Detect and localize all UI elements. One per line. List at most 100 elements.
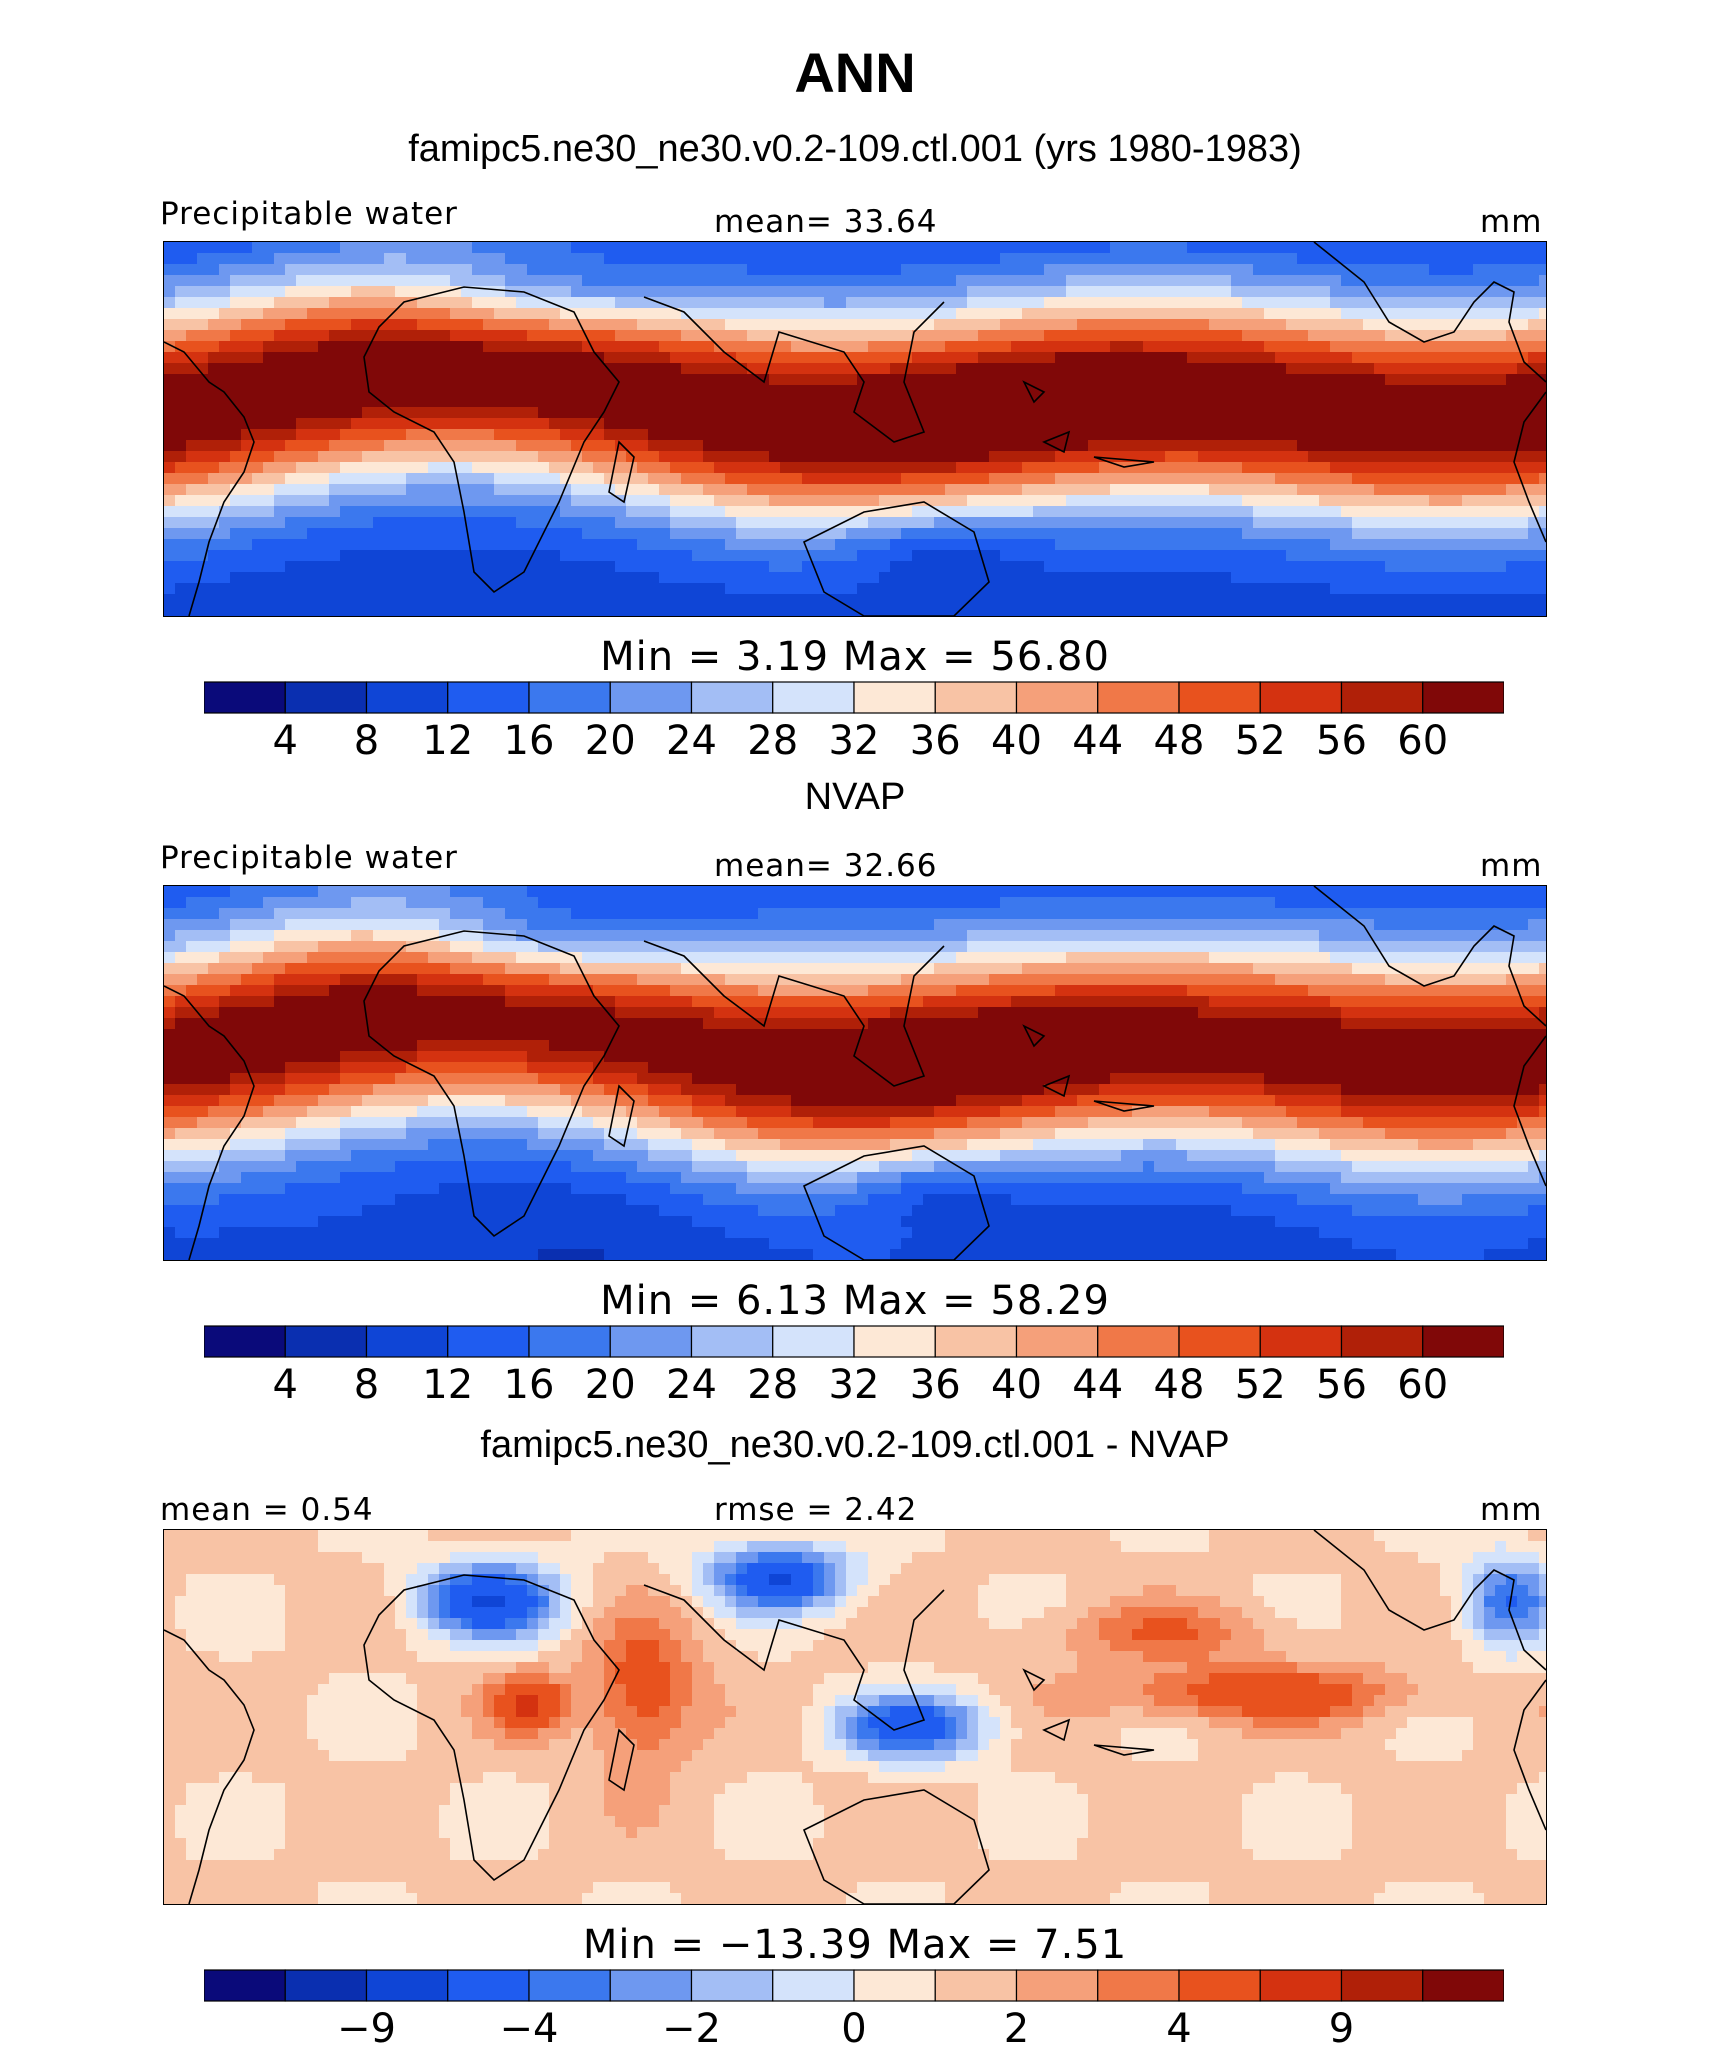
colorbar-tick-label: 24 [666,1362,717,1408]
colorbar-swatch-15 [1422,1969,1505,2002]
colorbar-swatch-1 [284,681,368,714]
colorbar-tick-label: 56 [1316,1362,1367,1408]
coastline [802,501,990,616]
panel-2-minmax: Min = 6.13 Max = 58.29 [600,1278,1110,1324]
coastline [608,1728,635,1792]
colorbar-tick-label: 44 [1072,718,1124,764]
colorbar-tick-label: 28 [747,1362,799,1408]
coastline [802,1789,990,1904]
coastline [164,985,255,1260]
colorbar-swatch-8 [853,1969,936,2002]
colorbar-swatch-1 [284,1325,368,1358]
panel-2-colorbar-ticks: 4 8 12 16 20 24 28 32 36 40 44 48 52 56 60 [204,1362,1504,1412]
coastline [164,1629,255,1904]
panel-1-colorbar-ticks: 4 8 12 16 20 24 28 32 36 40 44 48 52 56 60 [204,718,1504,768]
panel-3-header: famipc5.ne30_ne30.v0.2-109.ctl.001 - NVA… [480,1424,1230,1466]
colorbar-tick-label: 0 [841,2006,867,2052]
coastline [164,341,255,616]
colorbar-tick-label: 36 [909,718,961,764]
figure-title: ANN [794,41,916,104]
panel-3-minmax: Min = −13.39 Max = 7.51 [582,1922,1128,1968]
coastline [802,1145,990,1260]
colorbar-tick-label: −9 [337,2006,396,2052]
colorbar-swatch-14 [1340,1969,1424,2002]
colorbar-tick-label: −2 [662,2006,721,2052]
panel-3-map [163,1529,1547,1905]
contour-field [164,886,1546,1260]
colorbar-swatch-4 [528,681,611,714]
colorbar-tick-label: 36 [909,1362,961,1408]
colorbar-swatch-9 [934,1969,1018,2002]
colorbar-tick-label: 24 [666,718,717,764]
panel-2-units-label: mm [1480,848,1543,884]
colorbar-tick-label: 8 [353,718,380,764]
coastline [1022,1668,1155,1756]
coastline [363,286,620,594]
colorbar-swatch-2 [365,1969,449,2002]
colorbar-swatch-6 [690,1325,774,1358]
colorbar-swatch-3 [447,1325,530,1358]
colorbar-swatch-12 [1178,1969,1261,2002]
coastline [608,440,635,504]
colorbar-swatch-14 [1340,1325,1424,1358]
colorbar-swatch-2 [365,1325,449,1358]
contour-field [164,242,1546,616]
colorbar-swatch-11 [1097,681,1180,714]
colorbar-swatch-5 [609,1325,693,1358]
panel-2-map [163,885,1547,1261]
colorbar-tick-label: 44 [1072,1362,1124,1408]
coastline [1022,380,1155,468]
colorbar-tick-label: 32 [828,718,880,764]
colorbar-tick-label: 8 [353,1362,380,1408]
panel-2-mean-label: mean= 32.66 [714,848,938,884]
colorbar-tick-label: 12 [422,718,474,764]
colorbar-swatch-15 [1422,1325,1505,1358]
colorbar-swatch-11 [1097,1969,1180,2002]
coastline [608,1084,635,1148]
colorbar-swatch-0 [203,1969,286,2002]
panel-1-variable-label: Precipitable water [160,196,458,232]
coastline [363,930,620,1238]
panel-1-units-label: mm [1480,204,1543,240]
panel-2-variable-label: Precipitable water [160,840,458,876]
colorbar-swatch-6 [690,1969,774,2002]
colorbar-tick-label: 48 [1153,718,1205,764]
coastline [643,940,945,1087]
colorbar-tick-label: 52 [1234,718,1286,764]
colorbar-swatch-10 [1015,1325,1099,1358]
colorbar-tick-label: −4 [499,2006,559,2052]
colorbar-swatch-8 [853,681,936,714]
colorbar-tick-label: 40 [991,718,1042,764]
coastline [643,1584,945,1731]
colorbar-swatch-12 [1178,681,1261,714]
panel-2-header: NVAP [804,776,906,818]
colorbar-tick-label: 48 [1153,1362,1205,1408]
colorbar-swatch-11 [1097,1325,1180,1358]
colorbar-tick-label: 4 [1166,2006,1192,2052]
colorbar-swatch-15 [1422,681,1505,714]
colorbar-tick-label: 12 [422,1362,474,1408]
coastline [1513,1035,1546,1187]
colorbar-swatch-9 [934,681,1018,714]
panel-1-colorbar [203,681,1505,714]
coastline [1022,1024,1155,1112]
colorbar-swatch-9 [934,1325,1018,1358]
colorbar-tick-label: 56 [1316,718,1367,764]
colorbar-tick-label: 16 [503,718,555,764]
coastline [1313,242,1546,383]
colorbar-tick-label: 9 [1328,2006,1355,2052]
colorbar-swatch-13 [1259,681,1343,714]
colorbar-swatch-0 [203,1325,286,1358]
colorbar-swatch-5 [609,681,693,714]
colorbar-swatch-7 [772,1969,855,2002]
colorbar-swatch-0 [203,681,286,714]
colorbar-tick-label: 52 [1234,1362,1286,1408]
coastline [643,296,945,443]
colorbar-swatch-2 [365,681,449,714]
colorbar-tick-label: 32 [828,1362,880,1408]
colorbar-tick-label: 16 [503,1362,555,1408]
colorbar-swatch-13 [1259,1325,1343,1358]
coastline [1513,391,1546,543]
colorbar-tick-label: 4 [272,1362,298,1408]
panel-2-colorbar [203,1325,1505,1358]
